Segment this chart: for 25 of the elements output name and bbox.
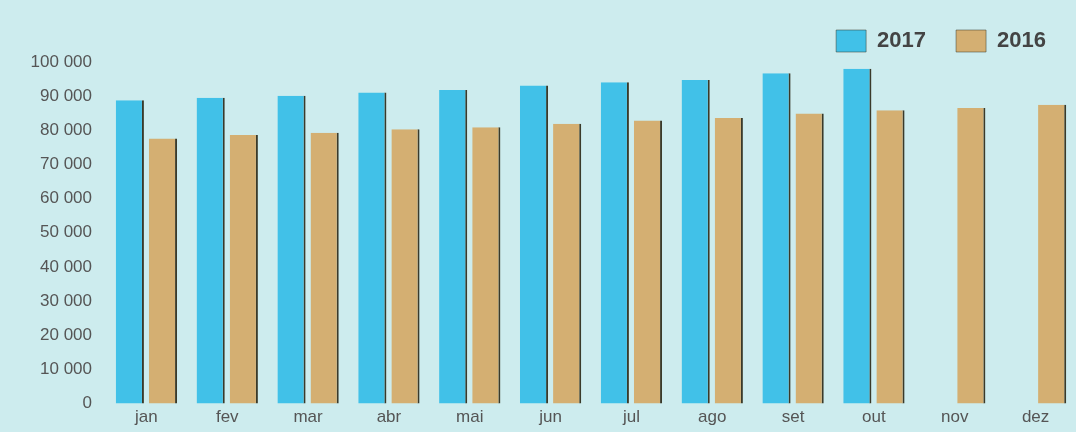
x-tick-label: out (862, 407, 887, 427)
y-tick-label: 80 000 (40, 120, 92, 140)
y-tick-label: 60 000 (40, 188, 92, 208)
y-tick-label: 30 000 (40, 290, 92, 310)
y-tick-label: 0 (82, 393, 92, 413)
y-tick-label: 70 000 (40, 154, 92, 174)
x-tick-label: jan (134, 407, 158, 427)
legend-label: 2016 (997, 27, 1047, 53)
x-tick-label: dez (1021, 407, 1050, 427)
x-tick-label: fev (215, 407, 240, 427)
x-tick-label: abr (376, 407, 402, 427)
y-tick-label: 20 000 (40, 324, 92, 344)
x-tick-label: ago (698, 407, 727, 427)
x-tick-label: set (781, 407, 805, 427)
x-tick-label: mai (456, 407, 484, 427)
x-tick-label: mar (293, 407, 324, 427)
y-tick-label: 50 000 (40, 222, 92, 242)
x-tick-label: nov (941, 407, 969, 427)
y-tick-label: 90 000 (40, 85, 92, 105)
legend-label: 2017 (877, 27, 927, 53)
x-tick-label: jul (621, 407, 640, 427)
x-tick-label: jun (538, 407, 562, 427)
y-tick-label: 40 000 (40, 256, 92, 276)
y-tick-label: 100 000 (30, 51, 92, 71)
y-tick-label: 10 000 (40, 359, 92, 379)
